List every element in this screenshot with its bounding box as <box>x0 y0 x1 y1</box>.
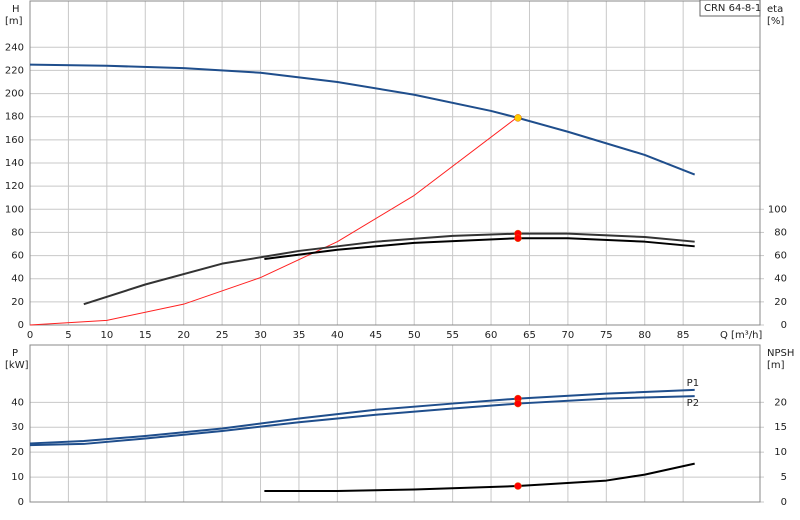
x-tick-label: 80 <box>638 330 651 341</box>
x-tick-label: 65 <box>523 330 536 341</box>
y-axis-label: P <box>12 348 18 359</box>
y2-tick-label: 60 <box>774 251 787 262</box>
y-axis-unit: [m] <box>5 16 23 27</box>
y2-tick-label: 0 <box>781 320 787 331</box>
y-tick-label: 40 <box>11 397 24 408</box>
y2-tick-label: 20 <box>774 297 787 308</box>
x-tick-label: 55 <box>446 330 459 341</box>
y2-tick-label: 10 <box>774 447 787 458</box>
legend-box <box>699 0 761 17</box>
y-axis-label: H <box>12 4 20 15</box>
y2-axis-unit: [%] <box>767 16 784 27</box>
y-tick-label: 220 <box>5 65 24 76</box>
operating-point <box>514 114 522 122</box>
y-tick-label: 180 <box>5 112 24 123</box>
y-tick-label: 120 <box>5 181 24 192</box>
x-tick-label: 20 <box>177 330 190 341</box>
plot-frame <box>29 0 761 326</box>
y2-axis-unit: [m] <box>767 360 785 371</box>
y-tick-label: 240 <box>5 42 24 53</box>
x-tick-label: 35 <box>293 330 306 341</box>
y2-tick-label: 5 <box>781 472 787 483</box>
legend-text: CRN 64-8-1 <box>704 3 761 14</box>
x-tick-label: 45 <box>369 330 382 341</box>
series-line <box>29 116 519 326</box>
series-label: P1 <box>687 378 699 389</box>
y2-tick-label: 20 <box>774 397 787 408</box>
y-tick-label: 0 <box>18 497 24 508</box>
y2-tick-label: 80 <box>774 227 787 238</box>
y2-tick-label: 15 <box>774 422 787 433</box>
plot-frame <box>29 344 761 503</box>
x-tick-label: 10 <box>100 330 113 341</box>
x-tick-label: 25 <box>216 330 229 341</box>
x-axis-label: Q [m³/h] <box>720 330 762 341</box>
series-line <box>29 395 695 447</box>
operating-point <box>514 234 522 242</box>
y-tick-label: 20 <box>11 447 24 458</box>
series-line <box>83 232 695 306</box>
x-tick-label: 5 <box>65 330 71 341</box>
x-tick-label: 50 <box>408 330 421 341</box>
y-axis-unit: [kW] <box>5 360 29 371</box>
y2-axis-label: eta <box>767 4 783 15</box>
y-tick-label: 10 <box>11 472 24 483</box>
x-tick-label: 30 <box>254 330 267 341</box>
x-tick-label: 15 <box>139 330 152 341</box>
x-tick-label: 60 <box>485 330 498 341</box>
x-tick-label: 0 <box>27 330 33 341</box>
y-tick-label: 140 <box>5 158 24 169</box>
y2-tick-label: 40 <box>774 274 787 285</box>
x-tick-label: 40 <box>331 330 344 341</box>
y-tick-label: 0 <box>18 320 24 331</box>
x-tick-label: 70 <box>562 330 575 341</box>
x-tick-label: 85 <box>677 330 690 341</box>
series-line <box>29 388 695 445</box>
operating-point <box>514 399 522 408</box>
y-tick-label: 100 <box>5 204 24 215</box>
y-tick-label: 60 <box>11 251 24 262</box>
y2-tick-label: 0 <box>781 497 787 508</box>
y-tick-label: 200 <box>5 89 24 100</box>
series-label: P2 <box>687 398 699 409</box>
y-tick-label: 160 <box>5 135 24 146</box>
y-tick-label: 30 <box>11 422 24 433</box>
y-tick-label: 40 <box>11 274 24 285</box>
x-tick-label: 75 <box>600 330 613 341</box>
y2-axis-label: NPSH <box>767 348 794 359</box>
y2-tick-label: 100 <box>768 204 787 215</box>
operating-point <box>514 482 522 490</box>
series-line <box>29 63 696 176</box>
y-tick-label: 80 <box>11 227 24 238</box>
y-tick-label: 20 <box>11 297 24 308</box>
